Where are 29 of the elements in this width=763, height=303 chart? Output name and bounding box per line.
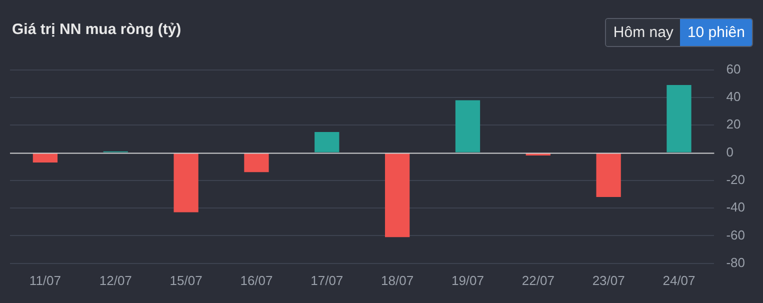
bar (666, 85, 692, 152)
bar (32, 153, 58, 162)
y-tick-label: -60 (726, 227, 746, 242)
y-tick-label: 0 (726, 144, 734, 160)
y-tick-label: 20 (726, 116, 741, 132)
x-tick-label: 19/07 (451, 272, 484, 288)
y-tick-label: -80 (726, 254, 746, 270)
y-tick-label: 40 (726, 89, 741, 104)
x-tick-label: 18/07 (381, 272, 414, 288)
x-tick-label: 15/07 (170, 272, 202, 288)
y-tick-label: 60 (726, 61, 741, 76)
x-tick-label: 22/07 (522, 272, 554, 288)
y-tick-label: -40 (726, 200, 746, 215)
text: Hôm nay (606, 19, 680, 46)
x-tick-label: 11/07 (29, 272, 61, 288)
x-tick-label: 23/07 (592, 272, 625, 288)
bar (314, 132, 340, 152)
bar (244, 153, 269, 172)
y-tick-label: -20 (726, 172, 746, 188)
x-tick-label: 17/07 (310, 272, 344, 288)
text: 10 phiên (680, 19, 752, 46)
x-tick-label: 16/07 (240, 272, 273, 288)
bar (455, 100, 480, 152)
chart-title: Giá trị NN mua ròng (tỷ) (12, 21, 182, 38)
bar (596, 153, 621, 198)
x-tick-label: 12/07 (99, 272, 132, 288)
bar (174, 153, 198, 212)
x-tick-label: 24/07 (662, 272, 696, 288)
bar (384, 153, 410, 238)
